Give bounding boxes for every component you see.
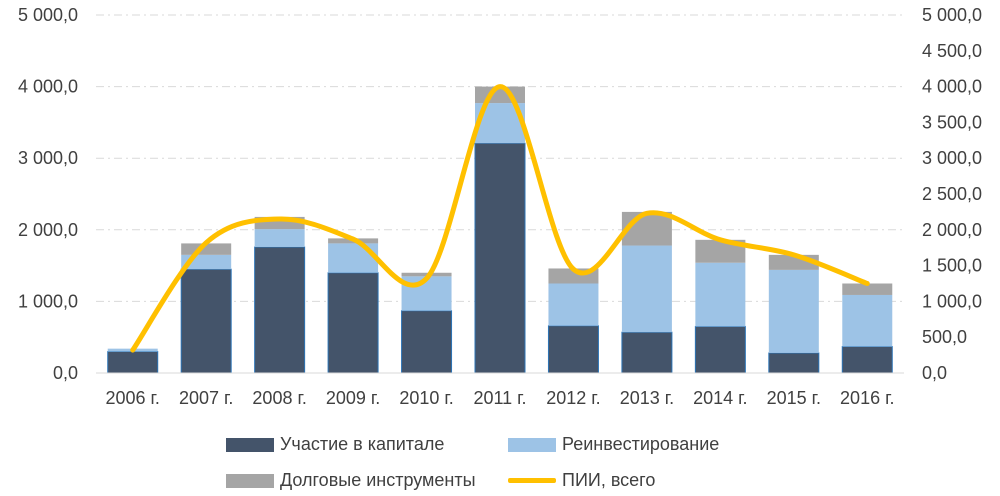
bar-segment-s2 bbox=[401, 272, 452, 277]
x-tick-label: 2006 г. bbox=[106, 388, 160, 408]
x-tick-label: 2014 г. bbox=[693, 388, 747, 408]
bar-segment-s0 bbox=[107, 351, 159, 374]
y-left-tick-label: 5 000,0 bbox=[18, 5, 78, 25]
y-right-tick-label: 1 500,0 bbox=[922, 256, 982, 276]
y-right-tick-label: 5 000,0 bbox=[922, 5, 982, 25]
y-right-tick-label: 4 500,0 bbox=[922, 41, 982, 61]
bar-segment-s1 bbox=[548, 283, 599, 326]
y-left-tick-label: 2 000,0 bbox=[18, 220, 78, 240]
x-axis: 2006 г. 2007 г. 2008 г. 2009 г. 2010 г. 2011 … bbox=[96, 372, 904, 408]
bar-segment-s2 bbox=[181, 243, 232, 255]
bar-segment-s1 bbox=[328, 243, 379, 273]
x-tick-label: 2015 г. bbox=[767, 388, 821, 408]
y-right-tick-label: 500,0 bbox=[922, 327, 967, 347]
bar-segment-s2 bbox=[842, 283, 893, 295]
y-right-tick-label: 3 500,0 bbox=[922, 112, 982, 132]
y-axis-right: 0,0 500,0 1 000,0 1 500,0 2 000,0 2 500,0 3 00… bbox=[922, 5, 982, 383]
y-right-tick-label: 2 500,0 bbox=[922, 184, 982, 204]
total-line bbox=[130, 84, 870, 353]
bar-segment-s2 bbox=[695, 239, 746, 263]
y-left-tick-label: 1 000,0 bbox=[18, 291, 78, 311]
x-tick-label: 2010 г. bbox=[399, 388, 453, 408]
bar-segment-s1 bbox=[695, 262, 746, 327]
x-tick-label: 2012 г. bbox=[546, 388, 600, 408]
y-left-tick-label: 4 000,0 bbox=[18, 77, 78, 97]
bars bbox=[107, 86, 893, 374]
bar-segment-s0 bbox=[768, 352, 820, 374]
bar-segment-s1 bbox=[621, 245, 672, 333]
y-right-tick-label: 0,0 bbox=[922, 363, 947, 383]
bar-segment-s1 bbox=[254, 229, 305, 247]
x-tick-label: 2008 г. bbox=[252, 388, 306, 408]
y-axis-left: 0,0 1 000,0 2 000,0 3 000,0 4 000,0 5 000,0 bbox=[18, 5, 78, 383]
x-tick-label: 2013 г. bbox=[620, 388, 674, 408]
bar-segment-s0 bbox=[327, 272, 379, 374]
bar-segment-s1 bbox=[401, 276, 452, 311]
bar-segment-s1 bbox=[768, 269, 819, 353]
bar-segment-s0 bbox=[254, 246, 306, 374]
bar-segment-s0 bbox=[694, 325, 746, 374]
bar-segment-s0 bbox=[401, 310, 453, 374]
x-tick-label: 2009 г. bbox=[326, 388, 380, 408]
y-left-tick-label: 3 000,0 bbox=[18, 148, 78, 168]
y-right-tick-label: 3 000,0 bbox=[922, 148, 982, 168]
y-right-tick-label: 4 000,0 bbox=[922, 77, 982, 97]
bar-segment-s0 bbox=[180, 268, 232, 374]
bar-segment-s1 bbox=[842, 294, 893, 347]
bar-segment-s0 bbox=[621, 331, 673, 374]
y-left-tick-label: 0,0 bbox=[53, 363, 78, 383]
x-tick-label: 2016 г. bbox=[840, 388, 894, 408]
x-tick-label: 2007 г. bbox=[179, 388, 233, 408]
bar-segment-s0 bbox=[841, 346, 893, 374]
y-right-tick-label: 2 000,0 bbox=[922, 220, 982, 240]
y-right-tick-label: 1 000,0 bbox=[922, 291, 982, 311]
bar-segment-s0 bbox=[547, 325, 599, 374]
x-tick-label: 2011 г. bbox=[473, 388, 526, 408]
bar-segment-s0 bbox=[474, 142, 526, 374]
